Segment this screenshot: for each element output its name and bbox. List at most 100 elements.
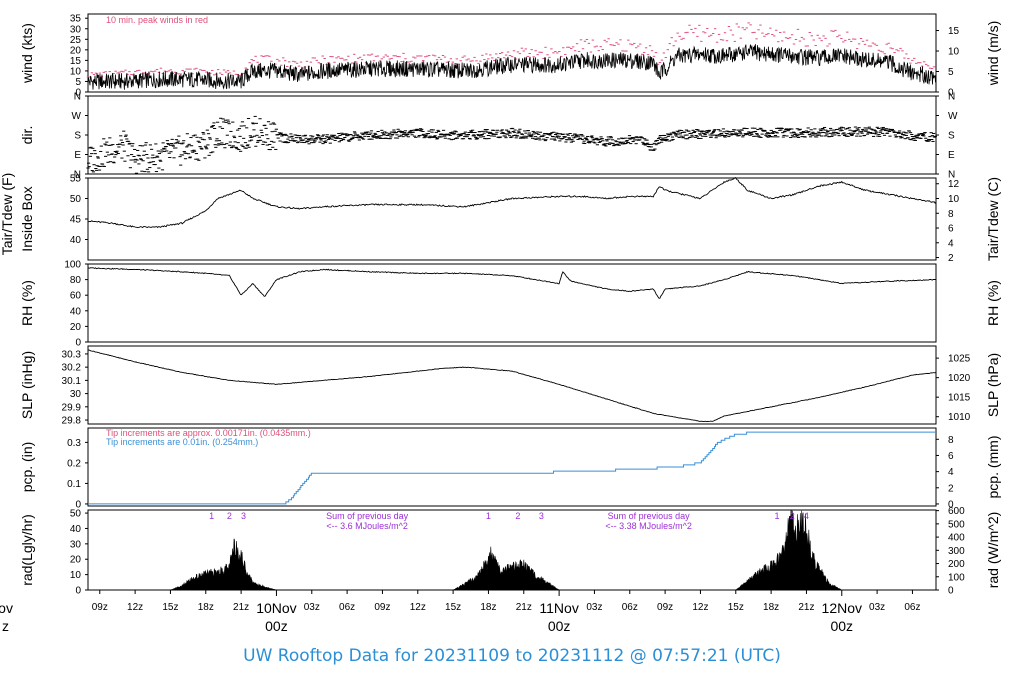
y-tick-label-right: 1020 — [948, 373, 971, 384]
panel-frame — [87, 177, 937, 261]
x-tick-label: 06z — [622, 602, 638, 613]
y-axis-label-right: pcp. (mm) — [985, 436, 1001, 499]
precip-series — [88, 431, 936, 505]
rad-sum-value: <-- 3.6 MJoules/m^2 — [326, 521, 408, 531]
x-tick-label: 18z — [763, 602, 779, 613]
rad-sum-label: Sum of previous day — [326, 511, 409, 521]
day-label: 10Nov — [256, 600, 296, 616]
y-tick-label: W — [72, 111, 82, 122]
y-tick-label: 20 — [70, 45, 82, 56]
y-tick-label: 30.2 — [62, 363, 82, 374]
y-tick-label-right: 1015 — [948, 393, 971, 404]
y-tick-label-right: E — [948, 150, 955, 161]
y-tick-label: 40 — [70, 235, 82, 246]
day-label: ov — [0, 600, 13, 616]
y-tick-label: 35 — [70, 14, 82, 25]
y-tick-label-right: 0 — [948, 88, 954, 99]
day-label-hour: 00z — [548, 618, 571, 634]
y-tick-label: 50 — [70, 509, 82, 520]
y-tick-label: 60 — [70, 291, 82, 302]
panel-frame — [87, 345, 937, 425]
y-tick-label-right: 8 — [948, 209, 954, 220]
y-tick-label: 0.2 — [67, 458, 81, 469]
y-axis-label: pcp. (in) — [19, 442, 35, 493]
y-axis-label: SLP (inHg) — [19, 351, 35, 419]
rad-sum-label: Sum of previous day — [608, 511, 691, 521]
y-tick-label-right: 10 — [948, 47, 960, 58]
y-tick-label-right: 2 — [948, 483, 954, 494]
y-tick-label: 0.1 — [67, 479, 81, 490]
y-tick-label: N — [74, 92, 81, 103]
x-tick-label: 12z — [127, 602, 143, 613]
hour-mark: 1 — [486, 511, 491, 521]
x-tick-label: 06z — [904, 602, 920, 613]
rooftop-charts: wind (kts) wind (m/s)05101520253035051015… — [0, 13, 1001, 634]
y-tick-label-right: 4 — [948, 467, 954, 478]
y-tick-label: 29.8 — [62, 416, 82, 427]
y-tick-label-right: 200 — [948, 559, 965, 570]
tip-note-2: Tip increments are 0.01in. (0.254mm.) — [106, 437, 258, 447]
y-tick-label: 30 — [70, 389, 82, 400]
y-tick-label: 25 — [70, 35, 82, 46]
y-tick-label-right: 2 — [948, 253, 954, 264]
hour-mark: 4 — [804, 511, 809, 521]
hour-mark: 2 — [515, 511, 520, 521]
direction-series — [86, 115, 937, 174]
y-tick-label: 10 — [70, 66, 82, 77]
y-tick-label: 40 — [70, 306, 82, 317]
x-tick-label: 15z — [162, 602, 178, 613]
y-tick-label: 0 — [75, 88, 81, 99]
y-tick-label-right: S — [948, 131, 955, 142]
x-tick-label: 15z — [728, 602, 744, 613]
y-tick-label: 29.9 — [62, 402, 82, 413]
y-axis-label: Inside Box — [19, 186, 35, 251]
hour-mark: 1 — [774, 511, 779, 521]
hour-mark: 2 — [790, 511, 795, 521]
y-tick-label-right: 0 — [948, 586, 954, 597]
day-label-hour: 00z — [830, 618, 853, 634]
y-tick-label: 10 — [70, 570, 82, 581]
y-tick-label-right: 400 — [948, 533, 965, 544]
y-tick-label: 30 — [70, 539, 82, 550]
rad-sum-value: <-- 3.38 MJoules/m^2 — [605, 521, 692, 531]
y-tick-label: S — [74, 131, 81, 142]
y-tick-label: 30.1 — [62, 376, 82, 387]
day-label-hour: z — [2, 618, 9, 634]
y-tick-label: 5 — [75, 77, 81, 88]
y-tick-label: 30 — [70, 24, 82, 35]
x-tick-label: 09z — [374, 602, 390, 613]
y-tick-label: 100 — [64, 260, 81, 271]
y-tick-label: 0.3 — [67, 438, 81, 449]
hour-mark: 3 — [539, 511, 544, 521]
x-tick-label: 06z — [339, 602, 355, 613]
y-axis-label-right: RH (%) — [985, 280, 1001, 326]
footer-title: UW Rooftop Data for 20231109 to 20231112… — [243, 646, 781, 666]
y-tick-label: 40 — [70, 524, 82, 535]
y-axis-label: RH (%) — [19, 280, 35, 326]
y-tick-label-right: 12 — [948, 179, 960, 190]
y-tick-label: 55 — [70, 174, 82, 185]
y-tick-label: 0 — [75, 338, 81, 349]
hour-mark: 3 — [241, 511, 246, 521]
y-axis-label: Tair/Tdew (F) — [0, 173, 15, 255]
y-tick-label-right: 0 — [948, 499, 954, 510]
x-tick-label: 15z — [445, 602, 461, 613]
panel-frame — [87, 13, 937, 93]
day-label-hour: 00z — [265, 618, 288, 634]
y-tick-label: N — [74, 170, 81, 181]
y-tick-label-right: 300 — [948, 546, 965, 557]
panel-frame — [87, 427, 937, 507]
y-axis-label-right: SLP (hPa) — [985, 353, 1001, 417]
temp-series — [88, 176, 937, 229]
y-tick-label: E — [74, 150, 81, 161]
y-axis-label: wind (kts) — [19, 23, 35, 84]
y-tick-label: 50 — [70, 194, 82, 205]
y-axis-label: rad(Lgly/hr) — [19, 514, 35, 586]
y-tick-label: 0 — [75, 586, 81, 597]
y-axis-label: dir. — [19, 126, 35, 145]
y-tick-label: 0 — [75, 499, 81, 510]
x-tick-label: 21z — [516, 602, 532, 613]
y-tick-label-right: 6 — [948, 224, 954, 235]
y-axis-label-right: rad (W/m^2) — [985, 512, 1001, 589]
